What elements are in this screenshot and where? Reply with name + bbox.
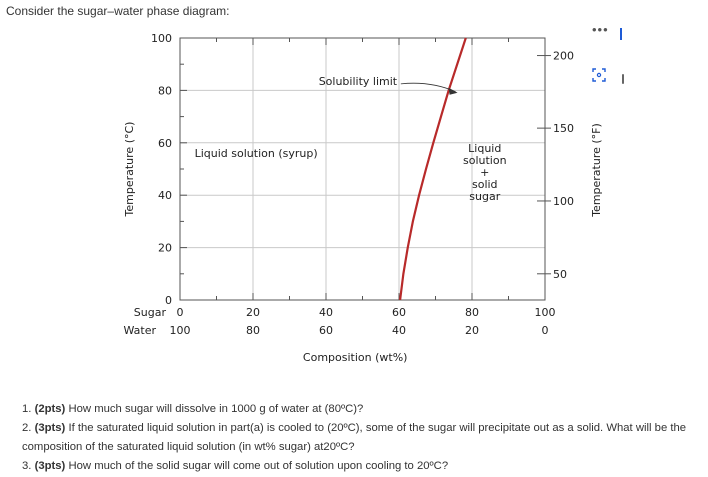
right-tick-label: 200 — [553, 50, 574, 63]
x-axis-label: Composition (wt%) — [303, 351, 408, 364]
y-axis-left-label: Temperature (°C) — [123, 122, 136, 218]
water-tick-label: 0 — [542, 324, 549, 337]
bottom-axis-tick-labels: 0 20 40 60 80 100 100 80 60 40 20 0 — [170, 306, 556, 337]
water-tick-label: 40 — [392, 324, 406, 337]
question-item: 2. (3pts) If the saturated liquid soluti… — [22, 422, 687, 453]
left-axis-tick-labels: 0 20 40 60 80 100 — [151, 32, 172, 307]
left-tick-label: 60 — [158, 137, 172, 150]
water-row-label: Water — [123, 324, 156, 337]
water-tick-label: 100 — [170, 324, 191, 337]
sugar-tick-label: 20 — [246, 306, 260, 319]
y-axis-right-label: Temperature (°F) — [590, 123, 603, 218]
left-tick-label: 0 — [165, 294, 172, 307]
scroll-indicator[interactable] — [620, 28, 622, 40]
more-options-icon[interactable]: ••• — [592, 22, 609, 37]
right-tick-label: 50 — [553, 268, 567, 281]
left-tick-label: 100 — [151, 32, 172, 45]
right-tick-label: 100 — [553, 195, 574, 208]
two-phase-label-line: solution — [463, 154, 507, 167]
sugar-tick-label: 100 — [535, 306, 556, 319]
question-list: 1. (2pts) How much sugar will dissolve i… — [22, 400, 702, 476]
left-tick-label: 40 — [158, 189, 172, 202]
scroll-indicator-secondary[interactable] — [622, 74, 624, 84]
tick-marks — [179, 37, 551, 301]
two-phase-label-line: + — [480, 166, 489, 179]
water-tick-label: 80 — [246, 324, 260, 337]
grid — [180, 38, 545, 300]
annotation-arrowhead — [448, 87, 458, 95]
two-phase-label-line: Liquid — [468, 142, 501, 155]
intro-text: Consider the sugar–water phase diagram: — [6, 4, 230, 18]
left-tick-label: 80 — [158, 84, 172, 97]
solubility-limit-annotation: Solubility limit — [319, 75, 398, 88]
question-item: 3. (3pts) How much of the solid sugar wi… — [22, 460, 449, 472]
expand-icon[interactable] — [592, 68, 606, 82]
liquid-region-label: Liquid solution (syrup) — [195, 147, 318, 160]
two-phase-label-line: sugar — [469, 190, 500, 203]
sugar-row-label: Sugar — [134, 306, 167, 319]
solubility-limit-curve — [399, 37, 467, 301]
question-item: 1. (2pts) How much sugar will dissolve i… — [22, 403, 364, 415]
sugar-tick-label: 60 — [392, 306, 406, 319]
sugar-tick-label: 0 — [177, 306, 184, 319]
water-tick-label: 60 — [319, 324, 333, 337]
left-tick-label: 20 — [158, 242, 172, 255]
water-tick-label: 20 — [465, 324, 479, 337]
right-tick-label: 150 — [553, 122, 574, 135]
sugar-tick-label: 40 — [319, 306, 333, 319]
two-phase-label-line: solid — [472, 178, 498, 191]
right-axis-tick-labels: 50 100 150 200 — [553, 50, 574, 281]
sugar-tick-label: 80 — [465, 306, 479, 319]
